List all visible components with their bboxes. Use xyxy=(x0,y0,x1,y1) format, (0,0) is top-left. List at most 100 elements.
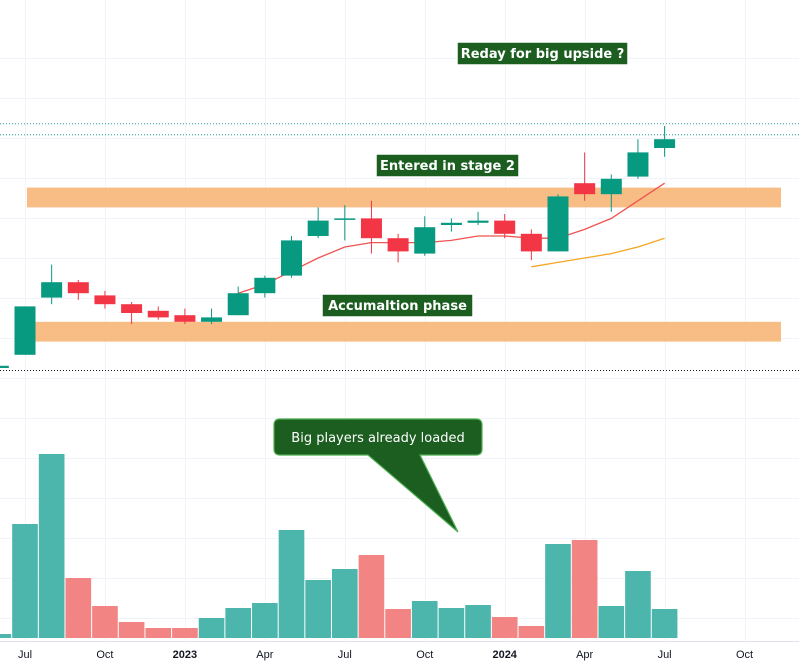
x-tick-label: Jul xyxy=(338,649,352,661)
candle-body xyxy=(67,282,89,294)
candle[interactable] xyxy=(574,152,596,201)
candle[interactable] xyxy=(360,200,382,254)
x-tick-label: Oct xyxy=(96,649,113,661)
volume-bar xyxy=(385,609,411,638)
volume-bar xyxy=(598,606,625,638)
volume-bar xyxy=(65,578,92,638)
candle-body xyxy=(467,220,489,223)
x-tick-label: Apr xyxy=(576,649,593,661)
svg-text:Big players already loaded: Big players already loaded xyxy=(291,431,464,446)
candle-body xyxy=(574,183,596,195)
price-zones xyxy=(27,187,781,342)
candle[interactable] xyxy=(254,275,276,298)
candles[interactable] xyxy=(0,126,676,368)
candle[interactable] xyxy=(654,126,676,157)
chart-grid xyxy=(0,0,799,641)
volume-bar xyxy=(145,628,172,638)
candle-body xyxy=(414,227,436,254)
x-tick-label: Jul xyxy=(658,649,672,661)
candle-body xyxy=(0,365,9,368)
volume-bar xyxy=(465,605,491,638)
volume-bar xyxy=(252,603,278,638)
candle-body xyxy=(440,222,462,225)
candle-body xyxy=(254,277,276,294)
volume-bar xyxy=(545,544,571,638)
volume-bar xyxy=(491,617,518,638)
candle[interactable] xyxy=(494,214,516,239)
x-tick-label: Oct xyxy=(736,649,753,661)
candle-body xyxy=(227,293,249,316)
candle-body xyxy=(654,139,676,148)
x-tick-label: Jul xyxy=(18,649,32,661)
candle[interactable] xyxy=(387,233,409,263)
x-tick-label: Apr xyxy=(256,649,273,661)
candle-body xyxy=(147,310,169,318)
volume-bar xyxy=(278,530,305,638)
candle-body xyxy=(360,218,382,239)
volume-bar xyxy=(305,580,331,638)
moving-average-line xyxy=(237,182,665,294)
label-stage2: Entered in stage 2 xyxy=(375,153,520,178)
candle[interactable] xyxy=(67,280,89,300)
candle-body xyxy=(281,240,302,276)
candle-body xyxy=(14,306,36,355)
candle[interactable] xyxy=(627,139,649,179)
candle-body xyxy=(387,238,409,252)
candle[interactable] xyxy=(94,291,116,309)
x-tick-label: 2023 xyxy=(173,649,197,661)
candle-body xyxy=(600,178,622,195)
candle[interactable] xyxy=(547,194,569,252)
candle-body xyxy=(41,282,63,298)
volume-bar xyxy=(331,569,358,638)
volume-bar xyxy=(12,524,38,638)
volume-bar xyxy=(571,540,598,638)
candle[interactable] xyxy=(41,264,63,305)
candle[interactable] xyxy=(174,308,196,324)
price-lines xyxy=(0,123,799,371)
x-tick-label: 2024 xyxy=(492,649,517,661)
candle[interactable] xyxy=(440,218,462,232)
volume-bar xyxy=(92,606,118,638)
volume-bar xyxy=(198,618,225,638)
moving-average-line xyxy=(531,237,665,268)
candle[interactable] xyxy=(147,306,169,320)
svg-text:Entered in stage 2: Entered in stage 2 xyxy=(380,159,515,174)
svg-text:Accumaltion phase: Accumaltion phase xyxy=(328,299,467,314)
candle-body xyxy=(201,317,223,322)
volume-bar xyxy=(0,634,12,638)
volume-bar xyxy=(625,571,651,638)
candle[interactable] xyxy=(227,286,249,316)
candle-body xyxy=(307,220,329,236)
volume-bar xyxy=(411,601,438,638)
candle-body xyxy=(520,233,542,252)
zone-resistance xyxy=(27,187,781,208)
moving-averages xyxy=(237,182,665,294)
candle[interactable] xyxy=(467,211,489,225)
candle[interactable] xyxy=(121,302,143,324)
candle[interactable] xyxy=(414,216,436,256)
svg-text:Reday for big upside ?: Reday for big upside ? xyxy=(461,47,625,62)
candle[interactable] xyxy=(334,205,356,241)
volume-bar xyxy=(225,608,252,638)
volume-bar xyxy=(651,609,678,638)
candle-body xyxy=(627,152,649,177)
volume-bar xyxy=(438,608,465,638)
candle[interactable] xyxy=(14,306,36,355)
time-axis: JulOct2023AprJulOct2024AprJulOct2 xyxy=(0,641,799,661)
volume-bars xyxy=(0,454,678,638)
candle[interactable] xyxy=(281,236,302,278)
callout-big-players: Big players already loaded xyxy=(273,418,483,533)
volume-bar xyxy=(38,454,65,638)
volume-bar xyxy=(118,622,145,638)
candle[interactable] xyxy=(307,207,329,239)
candle-body xyxy=(334,218,356,220)
candle[interactable] xyxy=(600,174,622,212)
candle[interactable] xyxy=(520,229,542,261)
candle[interactable] xyxy=(0,365,9,368)
candle[interactable] xyxy=(201,308,223,324)
zone-support xyxy=(27,321,781,342)
x-tick-label: Oct xyxy=(416,649,433,661)
candle-body xyxy=(174,315,196,322)
candle-body xyxy=(547,196,569,252)
